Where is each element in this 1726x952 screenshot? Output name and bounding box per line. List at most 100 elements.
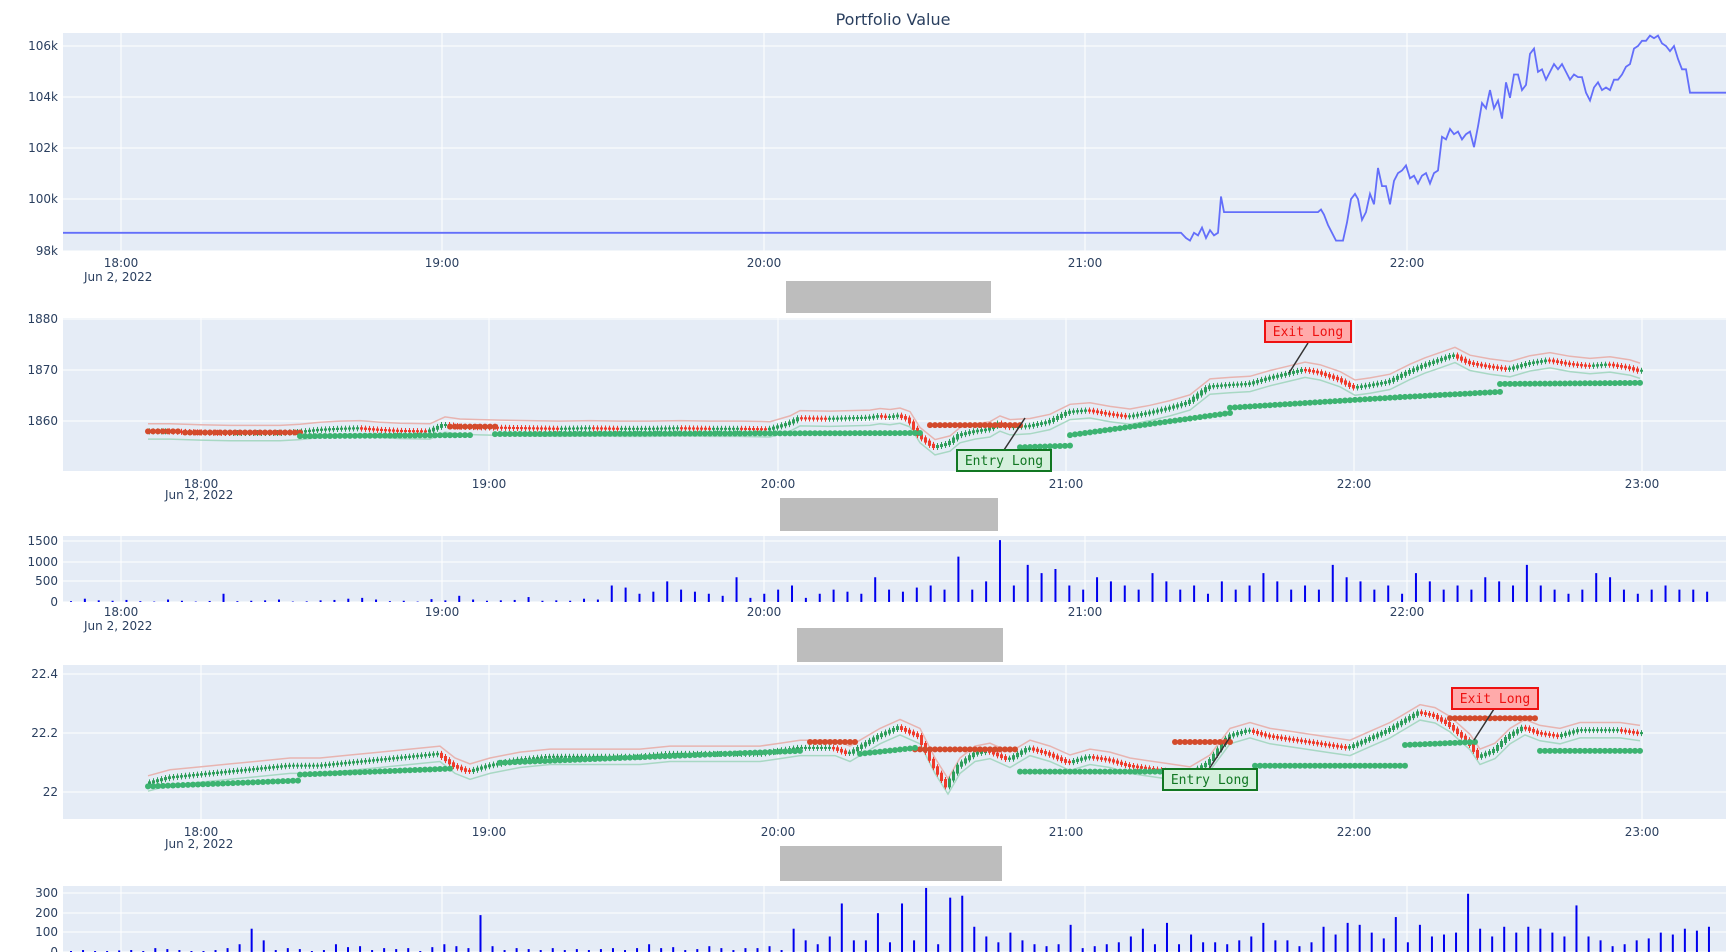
volume-bar [1539,585,1542,602]
support-dot [1637,747,1643,754]
stop-dot [202,429,208,436]
support-dot [507,431,513,438]
candle [308,429,311,433]
support-dot [322,433,328,440]
stop-dot [277,429,283,436]
stop-dot [1212,739,1218,745]
volume-bar [1491,936,1494,952]
volume-bar [431,947,434,952]
candle [884,731,887,736]
candle [1316,741,1319,745]
candle [1500,366,1503,370]
volume-bar [575,949,578,952]
support-dot [295,777,301,784]
candle [1032,423,1035,427]
range-slider-2[interactable] [780,498,998,531]
candle [1312,741,1315,744]
support-dot [1157,768,1163,775]
candle [904,416,907,420]
candle [1320,371,1323,375]
support-dot [175,782,181,789]
support-dot [1167,418,1173,425]
support-dot [912,430,918,437]
range-slider-3[interactable] [797,628,1003,662]
support-dot [1522,380,1528,387]
candle [1092,409,1095,413]
volume-bar [791,585,794,602]
stop-dot [962,746,968,753]
candle [1136,413,1139,417]
stop-dot [852,739,858,745]
candle [1232,733,1235,737]
volume-bar [178,950,181,952]
support-dot [1107,426,1113,433]
volume-bar [913,940,916,952]
candle [972,430,975,434]
volume-bar [1370,932,1373,952]
volume-bar [804,597,807,602]
candle [1236,383,1239,386]
x-tick-label: 19:00 [472,477,507,491]
y-tick-label: 1870 [27,363,58,377]
candle [1108,412,1111,416]
stop-dot [237,429,243,436]
volume-bar [874,577,877,602]
support-dot [1187,415,1193,422]
support-dot [512,759,518,766]
candle [888,729,891,734]
candle [1516,365,1519,369]
candle [1024,425,1027,428]
range-slider-4[interactable] [780,846,1002,881]
candle [852,417,855,420]
support-dot [1537,747,1543,754]
candle [1392,725,1395,730]
support-dot [1627,747,1633,754]
volume-bar [1503,926,1506,952]
candle [876,735,879,740]
candle [1156,768,1159,772]
support-dot [682,430,688,437]
support-dot [1217,411,1223,418]
candle [592,427,595,430]
support-dot [1047,768,1053,775]
candle [1448,722,1451,728]
candle [704,427,707,430]
candle [548,427,551,430]
support-dot [1287,762,1293,769]
stop-dot [1007,746,1013,753]
support-dot [1022,444,1028,451]
candle [1116,413,1119,417]
support-dot [507,759,513,766]
support-dot [1082,768,1088,775]
stop-dot [807,739,813,745]
volume-bar [82,950,85,952]
volume-bar [888,942,891,952]
support-dot [1267,762,1273,769]
support-dot [1512,380,1518,387]
support-dot [377,768,383,775]
support-dot [180,782,186,789]
range-slider-1[interactable] [786,281,991,313]
volume-bar [139,601,142,602]
candle [404,756,407,759]
support-dot [280,778,286,785]
stop-dot [472,423,478,430]
candle [372,759,375,762]
support-dot [517,758,523,765]
stop-dot [1527,715,1533,722]
volume-bar [1587,936,1590,952]
candle [1112,759,1115,763]
volume-bar [443,944,446,952]
candle [596,427,599,430]
volume-bar [97,600,100,602]
stop-dot [1002,746,1008,753]
candle [1300,739,1303,743]
stop-dot [192,429,198,436]
volume-bar [1382,938,1385,952]
candle [1504,737,1507,743]
candle [552,427,555,430]
volume-bar [804,940,807,952]
volume-bar [208,600,211,602]
volume-bar [1484,577,1487,602]
support-dot [597,430,603,437]
